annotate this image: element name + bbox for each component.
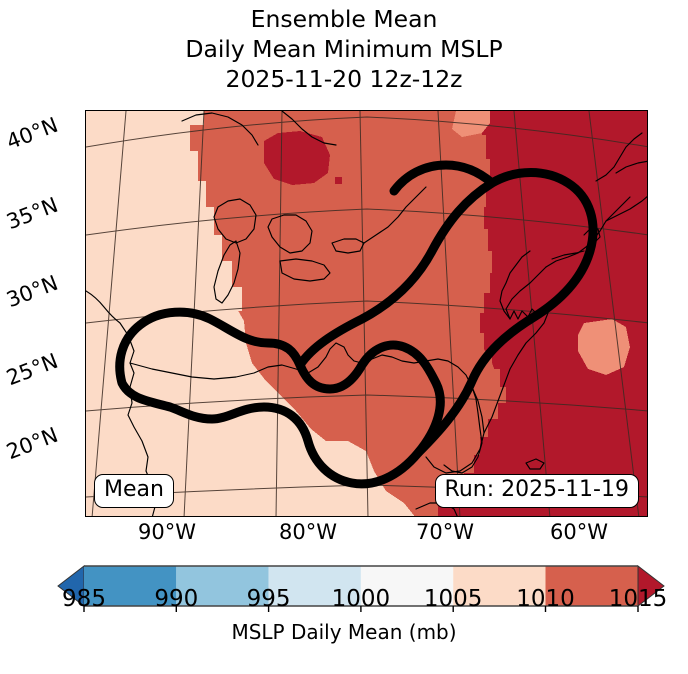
colorbar-tick-1000: 1000 [331, 586, 391, 612]
coast-newfoundland [615, 160, 647, 174]
lon-tick-70W: 70°W [416, 520, 474, 544]
colorbar-band-1000-1005 [360, 566, 454, 606]
colorbar-band-1010-1015 [545, 566, 638, 606]
lon-tick-80W: 80°W [279, 520, 337, 544]
colorbar-over-arrow [637, 564, 665, 608]
contour-northeast-cap [389, 160, 497, 196]
colorbar-tick-1005: 1005 [423, 586, 483, 612]
lat-tick-40N: 40°N [3, 112, 62, 155]
lat-tick-30N: 30°N [3, 270, 62, 313]
lat-tick-35N: 35°N [3, 192, 62, 235]
river-st-lawrence [363, 186, 427, 244]
title-line-2: Daily Mean Minimum MSLP [185, 35, 503, 63]
bold-contour-1015 [115, 160, 598, 489]
fill-band-1005-1010-west [86, 111, 184, 516]
graticule-lat-35 [86, 208, 647, 236]
title-line-1: Ensemble Mean [250, 5, 438, 33]
coast-gulf-st-lawrence [595, 132, 643, 182]
colorbar-band-995-1000 [268, 566, 361, 606]
colorbar-tick-995: 995 [246, 586, 291, 612]
map-canvas [86, 111, 647, 516]
lat-tick-25N: 25°N [3, 348, 62, 391]
coast-long-island [551, 250, 585, 260]
contour-gulf-lobe [115, 307, 445, 489]
title-line-3: 2025-11-20 12z-12z [225, 65, 463, 93]
lon-tick-90W: 90°W [138, 520, 196, 544]
colorbar-canvas [57, 564, 665, 612]
graticule-lon-80 [437, 111, 461, 516]
lake-ontario [331, 238, 365, 254]
graticule-lon-70 [588, 111, 640, 516]
coast-chesapeake [499, 250, 531, 320]
colorbar-ticks [83, 606, 639, 612]
coast-texas-mexico [86, 290, 157, 516]
colorbar-tick-1010: 1010 [516, 586, 575, 612]
colorbar-tick-985: 985 [62, 586, 106, 612]
coast-canada-north [181, 112, 259, 146]
lake-michigan [213, 240, 241, 304]
coast-canada-interior [281, 111, 337, 146]
coast-bahamas [525, 458, 545, 470]
coast-florida [425, 386, 485, 474]
colorbar-band-990-995 [176, 566, 269, 606]
colorbar-tick-990: 990 [154, 586, 199, 612]
map-panel[interactable]: Mean Run: 2025-11-19 [85, 110, 648, 517]
lon-tick-60W: 60°W [550, 520, 608, 544]
colorbar-axis-label: MSLP Daily Mean (mb) [231, 620, 457, 644]
lake-erie [279, 258, 331, 282]
colorbar-band-985-990 [84, 566, 177, 606]
figure-title: Ensemble Mean Daily Mean Minimum MSLP 20… [0, 4, 688, 94]
graticule-lon-100 [91, 111, 127, 516]
graticule-lat-40 [86, 116, 647, 148]
colorbar-tick-1015: 1015 [608, 586, 668, 612]
badge-run-date[interactable]: Run: 2025-11-19 [434, 474, 639, 508]
lake-superior [213, 198, 257, 244]
coast-maritimes [605, 195, 647, 222]
colorbar[interactable]: 985 990 995 1000 1005 1010 1015 MSLP Dai… [0, 556, 688, 674]
fill-patch-atlantic [578, 319, 630, 375]
contour-east-coast-lobe [295, 168, 598, 458]
lat-tick-20N: 20°N [3, 422, 62, 465]
colorbar-band-1005-1010 [453, 566, 546, 606]
badge-mean[interactable]: Mean [94, 474, 174, 508]
lake-huron [267, 214, 313, 254]
graticule-lon-90 [275, 111, 283, 516]
